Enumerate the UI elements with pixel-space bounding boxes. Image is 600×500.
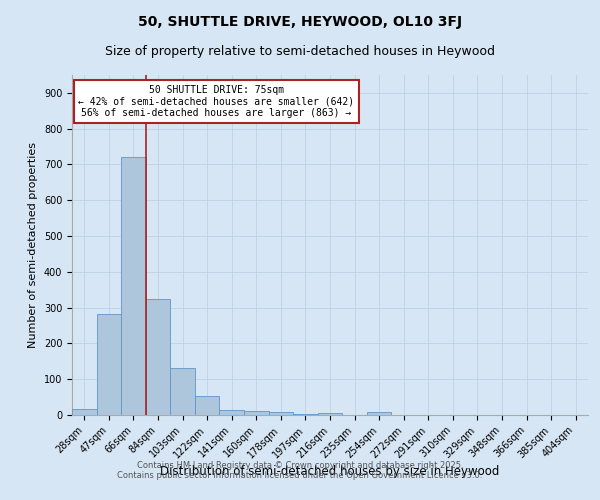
Bar [97, 314, 121, 415]
Bar [367, 412, 391, 415]
Bar [121, 158, 146, 415]
Bar [220, 410, 244, 415]
Bar [269, 412, 293, 415]
Bar [293, 414, 318, 415]
Text: 50 SHUTTLE DRIVE: 75sqm
← 42% of semi-detached houses are smaller (642)
56% of s: 50 SHUTTLE DRIVE: 75sqm ← 42% of semi-de… [79, 85, 355, 118]
Text: 50, SHUTTLE DRIVE, HEYWOOD, OL10 3FJ: 50, SHUTTLE DRIVE, HEYWOOD, OL10 3FJ [138, 15, 462, 29]
Bar [244, 410, 269, 415]
X-axis label: Distribution of semi-detached houses by size in Heywood: Distribution of semi-detached houses by … [160, 466, 500, 478]
Bar [72, 408, 97, 415]
Bar [195, 396, 220, 415]
Text: Contains HM Land Registry data © Crown copyright and database right 2025.
Contai: Contains HM Land Registry data © Crown c… [118, 460, 482, 480]
Bar [318, 413, 342, 415]
Text: Size of property relative to semi-detached houses in Heywood: Size of property relative to semi-detach… [105, 45, 495, 58]
Y-axis label: Number of semi-detached properties: Number of semi-detached properties [28, 142, 38, 348]
Bar [146, 298, 170, 415]
Bar [170, 368, 195, 415]
